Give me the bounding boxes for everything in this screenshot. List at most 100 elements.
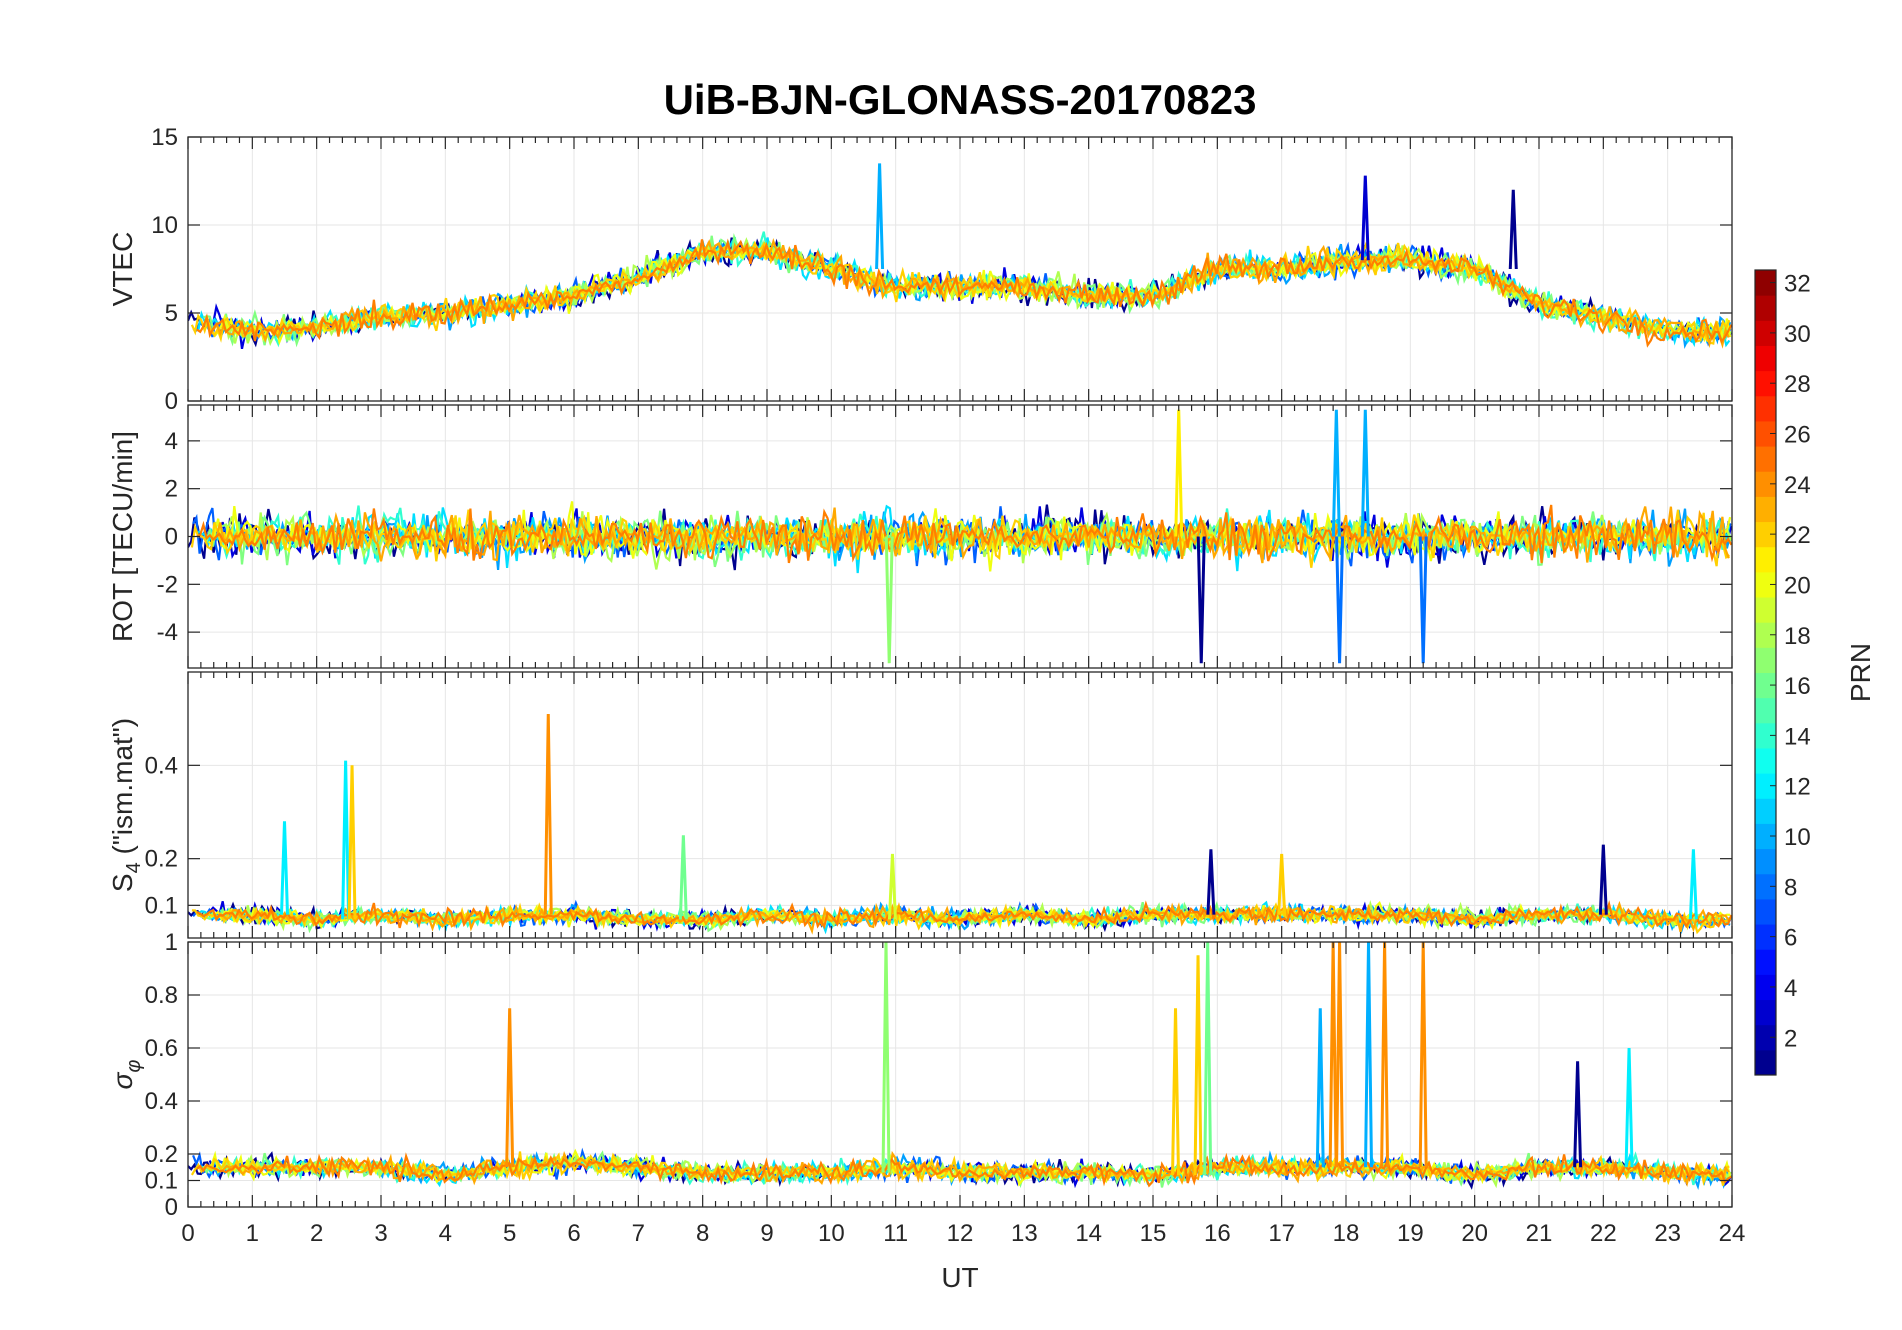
spike-mark bbox=[1598, 844, 1608, 915]
colorbar-tick-label: 20 bbox=[1784, 572, 1811, 599]
colorbar-swatch bbox=[1755, 1024, 1776, 1051]
colorbar-swatch bbox=[1755, 898, 1776, 925]
series-line-prn-24 bbox=[196, 504, 1732, 564]
y-tick-label: 2 bbox=[165, 476, 178, 503]
colorbar-swatch bbox=[1755, 295, 1776, 321]
series-line-prn-24 bbox=[196, 238, 1732, 348]
y-tick-label: 0.1 bbox=[145, 1168, 178, 1195]
series-line-prn-19 bbox=[208, 242, 1732, 346]
colorbar-swatch bbox=[1755, 848, 1776, 875]
x-tick-label: 23 bbox=[1654, 1220, 1681, 1247]
colorbar-tick-label: 6 bbox=[1784, 925, 1797, 952]
colorbar-tick-label: 22 bbox=[1784, 522, 1811, 549]
colorbar-tick-label: 18 bbox=[1784, 623, 1811, 650]
x-tick-label: 15 bbox=[1140, 1220, 1167, 1247]
chart-title: UiB-BJN-GLONASS-20170823 bbox=[664, 76, 1257, 123]
spike-mark bbox=[1573, 1061, 1583, 1168]
x-tick-label: 7 bbox=[632, 1220, 645, 1247]
x-tick-label: 21 bbox=[1526, 1220, 1553, 1247]
colorbar-swatch bbox=[1755, 697, 1776, 724]
x-tick-labels: 0 1 2 3 4 5 6 7 8 9 10 11 12 13 14 15 16 17 18 19 20 21 22 23 24 bbox=[181, 1220, 1745, 1247]
spike-mark bbox=[875, 163, 885, 270]
spike-mark bbox=[1380, 942, 1390, 1168]
colorbar-swatch bbox=[1755, 345, 1776, 372]
x-tick-label: 8 bbox=[696, 1220, 709, 1247]
series-line-prn-22 bbox=[212, 506, 1730, 564]
y-tick-label: 0.6 bbox=[145, 1035, 178, 1062]
colorbar-swatch bbox=[1755, 823, 1776, 850]
series-group bbox=[188, 409, 1732, 664]
spike-mark bbox=[1688, 849, 1698, 920]
panel-rot: -4 -2 0 2 4 ROT [TECU/min] bbox=[107, 404, 1733, 669]
colorbar-swatch bbox=[1755, 320, 1776, 346]
colorbar-tick-label: 8 bbox=[1784, 874, 1797, 901]
x-tick-label: 4 bbox=[439, 1220, 452, 1247]
y-tick-label: -4 bbox=[157, 619, 178, 646]
colorbar-swatch bbox=[1755, 647, 1776, 673]
series-group bbox=[188, 713, 1732, 935]
y-tick-label: 0.4 bbox=[145, 752, 178, 779]
spike-mark bbox=[887, 853, 897, 920]
y-tick-label: 0 bbox=[165, 524, 178, 551]
x-tick-label: 19 bbox=[1397, 1220, 1424, 1247]
panel-vtec: 0 5 10 15 VTEC bbox=[107, 124, 1733, 415]
colorbar-swatch bbox=[1755, 597, 1776, 623]
x-ticks bbox=[187, 137, 1733, 401]
y-axis-label-s4: S4 ("ism.mat") bbox=[107, 718, 145, 892]
spike-mark bbox=[1624, 1047, 1634, 1168]
series-line-prn-21 bbox=[191, 902, 1730, 935]
spike-mark bbox=[1364, 942, 1374, 1168]
x-tick-label: 1 bbox=[246, 1220, 259, 1247]
y-tick-label: 5 bbox=[165, 300, 178, 327]
x-tick-label: 24 bbox=[1719, 1220, 1746, 1247]
colorbar-tick-label: 26 bbox=[1784, 422, 1811, 449]
colorbar-swatch bbox=[1755, 370, 1776, 397]
series-line-prn-24 bbox=[196, 900, 1732, 930]
y-tick-label: -2 bbox=[157, 571, 178, 598]
x-tick-label: 5 bbox=[503, 1220, 516, 1247]
spike-mark bbox=[505, 1008, 515, 1168]
panel-sigma: 00.10.2 0.4 0.6 0.8 1 σφ bbox=[107, 929, 1733, 1221]
colorbar-label: PRN bbox=[1845, 643, 1876, 702]
spike-mark bbox=[1331, 409, 1341, 537]
spike-mark bbox=[1335, 536, 1345, 664]
spike-mark bbox=[1328, 942, 1338, 1168]
spike-mark bbox=[1277, 853, 1287, 915]
y-tick-label: 4 bbox=[165, 428, 178, 455]
y-tick-label: 0.8 bbox=[145, 982, 178, 1009]
spike-mark bbox=[1508, 189, 1518, 270]
colorbar-swatch bbox=[1755, 622, 1776, 648]
y-tick-label: 0 bbox=[165, 388, 178, 415]
colorbar-tick-label: 30 bbox=[1784, 321, 1811, 348]
spike-mark bbox=[1206, 849, 1216, 915]
colorbar-tick-label: 28 bbox=[1784, 371, 1811, 398]
colorbar-swatch bbox=[1755, 496, 1776, 523]
colorbar-tick-label: 14 bbox=[1784, 723, 1811, 750]
x-ticks bbox=[187, 405, 1733, 668]
y-axis-label-sigma: σφ bbox=[107, 1060, 145, 1090]
y-tick-label: 1 bbox=[165, 929, 178, 956]
colorbar-swatch bbox=[1755, 270, 1776, 296]
y-tick-label: 0 bbox=[165, 1194, 178, 1221]
x-tick-label: 11 bbox=[883, 1220, 908, 1247]
spike-mark bbox=[1315, 1008, 1325, 1168]
colorbar-swatch bbox=[1755, 571, 1776, 598]
spike-mark bbox=[347, 765, 357, 920]
spike-mark bbox=[341, 760, 351, 920]
colorbar-swatch bbox=[1755, 546, 1776, 573]
colorbar-tick-label: 32 bbox=[1784, 271, 1811, 298]
colorbar-swatch bbox=[1755, 873, 1776, 900]
x-axis-label: UT bbox=[941, 1262, 978, 1293]
colorbar-swatch bbox=[1755, 949, 1776, 975]
colorbar-swatch bbox=[1755, 999, 1776, 1026]
spike-mark bbox=[1335, 942, 1345, 1168]
x-tick-label: 14 bbox=[1075, 1220, 1102, 1247]
x-tick-label: 6 bbox=[567, 1220, 580, 1247]
x-tick-label: 22 bbox=[1590, 1220, 1617, 1247]
y-tick-label: 0.2 bbox=[145, 1141, 178, 1168]
series-group bbox=[188, 942, 1732, 1190]
colorbar-swatch bbox=[1755, 420, 1776, 447]
y-axis-label-vtec: VTEC bbox=[107, 232, 138, 307]
colorbar-swatch bbox=[1755, 672, 1776, 699]
spike-mark bbox=[1193, 955, 1203, 1176]
